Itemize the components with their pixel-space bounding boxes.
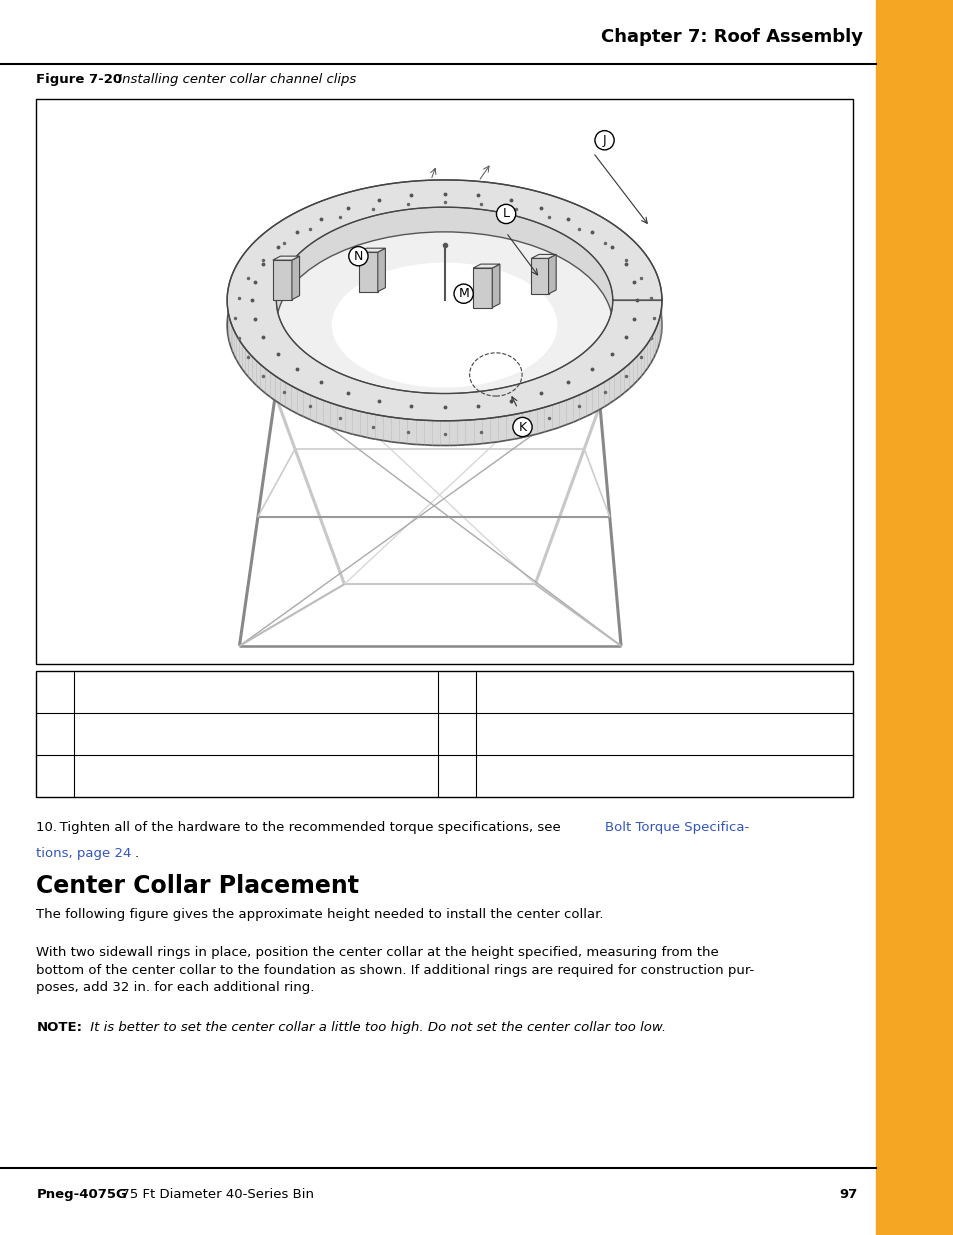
Text: K: K	[517, 420, 526, 433]
Text: Installing center collar channel clips: Installing center collar channel clips	[114, 73, 356, 86]
Text: Center Collar Placement: Center Collar Placement	[36, 874, 359, 898]
Text: 1/2 in. flange nut (S-10253): 1/2 in. flange nut (S-10253)	[84, 687, 257, 700]
Polygon shape	[227, 180, 661, 421]
Text: Chapter 7: Roof Assembly: Chapter 7: Roof Assembly	[600, 27, 862, 46]
Text: J: J	[602, 133, 606, 147]
Text: The following figure gives the approximate height needed to install the center c: The following figure gives the approxima…	[36, 908, 603, 921]
Text: Center collar channel clip (CTR-0083): Center collar channel clip (CTR-0083)	[485, 729, 720, 742]
Polygon shape	[492, 264, 499, 308]
Text: M: M	[457, 288, 469, 300]
Bar	[36, 671, 852, 797]
Text: Bolt Torque Specifica-: Bolt Torque Specifica-	[604, 821, 748, 835]
Polygon shape	[473, 264, 499, 268]
Text: 75 Ft Diameter 40-Series Bin: 75 Ft Diameter 40-Series Bin	[117, 1188, 314, 1200]
Bar	[358, 252, 377, 291]
Polygon shape	[358, 248, 385, 252]
Text: M: M	[452, 687, 462, 700]
Text: J: J	[53, 687, 57, 700]
Text: Pneg-4075G: Pneg-4075G	[36, 1188, 127, 1200]
Text: NOTE:: NOTE:	[36, 1021, 82, 1035]
Bar	[273, 261, 292, 300]
Polygon shape	[548, 254, 556, 294]
Text: 97: 97	[839, 1188, 857, 1200]
Text: Row of three holes: Row of three holes	[84, 729, 200, 742]
Text: Figure 7-20: Figure 7-20	[36, 73, 122, 86]
Text: Center collar channel clip (CTR-0209): Center collar channel clip (CTR-0209)	[485, 687, 720, 700]
Text: N: N	[452, 729, 461, 742]
Text: L: L	[502, 207, 509, 221]
Bar	[875, 0, 953, 1235]
Text: tions, page 24: tions, page 24	[36, 847, 132, 861]
Text: N: N	[354, 249, 363, 263]
Text: L: L	[51, 771, 59, 784]
Polygon shape	[531, 254, 556, 258]
Bar	[473, 268, 492, 308]
Text: .: .	[134, 847, 138, 861]
Polygon shape	[377, 248, 385, 291]
Polygon shape	[292, 256, 299, 300]
Ellipse shape	[227, 205, 661, 446]
Polygon shape	[273, 256, 299, 261]
Bar	[531, 258, 548, 294]
Text: 10. Tighten all of the hardware to the recommended torque specifications, see: 10. Tighten all of the hardware to the r…	[36, 821, 565, 835]
Ellipse shape	[276, 232, 612, 419]
Text: It is better to set the center collar a little too high. Do not set the center c: It is better to set the center collar a …	[86, 1021, 665, 1035]
Text: K: K	[51, 729, 59, 742]
Text: 1/2 x 1-3/4 in. flange bolt (S-10252): 1/2 x 1-3/4 in. flange bolt (S-10252)	[84, 771, 308, 784]
Bar	[36, 99, 852, 664]
Text: With two sidewall rings in place, position the center collar at the height speci: With two sidewall rings in place, positi…	[36, 946, 754, 994]
Ellipse shape	[332, 263, 557, 388]
